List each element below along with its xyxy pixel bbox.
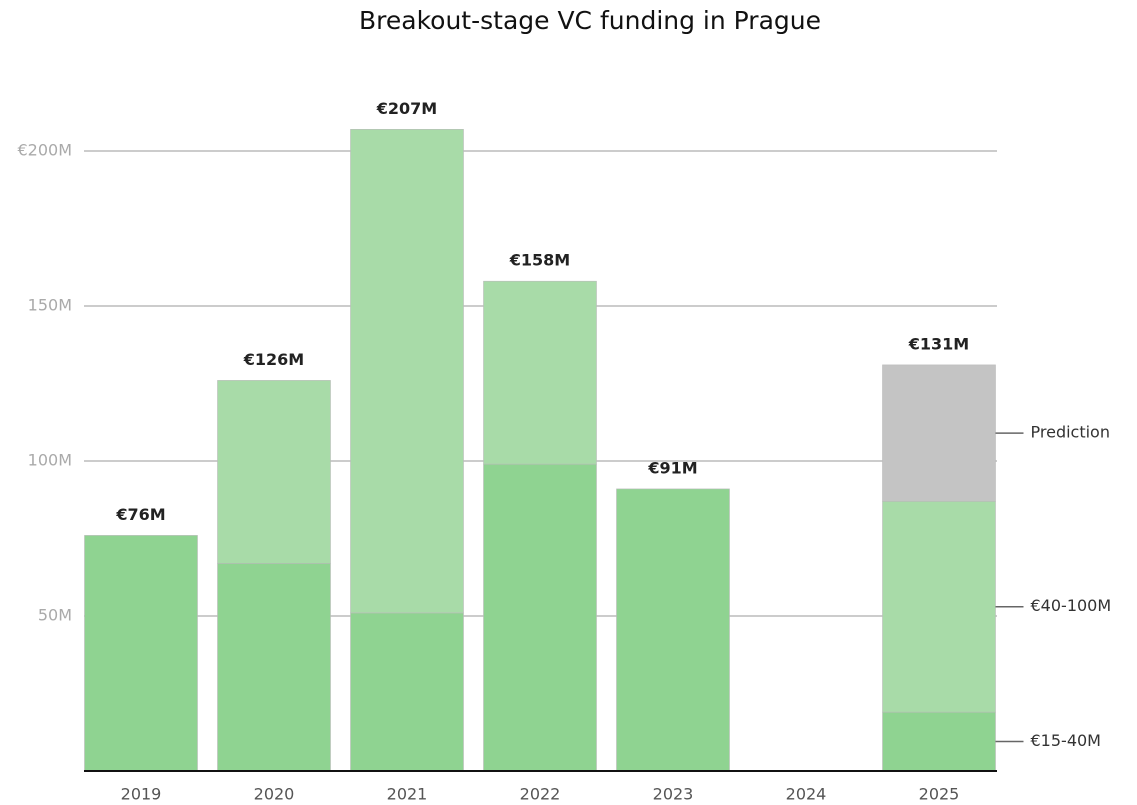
total-label: €158M: [509, 251, 570, 270]
chart-title: Breakout-stage VC funding in Prague: [359, 6, 821, 35]
y-tick-label: 50M: [38, 606, 72, 625]
bar-segment: [882, 500, 996, 713]
bar-segment: [483, 280, 597, 465]
bar-segment: [882, 364, 996, 502]
bar-segment: [616, 488, 730, 772]
bar-segment: [483, 463, 597, 772]
x-tick-label: 2023: [653, 785, 694, 804]
bar-segment: [217, 380, 331, 564]
x-tick-label: 2021: [387, 785, 428, 804]
total-label: €131M: [908, 334, 969, 353]
total-label: €76M: [115, 505, 165, 524]
total-label: €207M: [376, 99, 437, 118]
legend-label: Prediction: [1031, 423, 1110, 442]
x-tick-label: 2020: [254, 785, 295, 804]
bar-segment: [350, 612, 464, 772]
x-tick-label: 2024: [786, 785, 827, 804]
x-tick-label: 2025: [919, 785, 960, 804]
legend-label: €15-40M: [1031, 731, 1101, 750]
bar-segment: [882, 711, 996, 772]
x-tick-label: 2022: [520, 785, 561, 804]
total-label: €126M: [243, 350, 304, 369]
y-tick-label: 100M: [28, 451, 72, 470]
bar-segment: [350, 129, 464, 614]
x-tick-label: 2019: [121, 785, 162, 804]
bar-segment: [84, 535, 198, 772]
legend-label: €40-100M: [1031, 596, 1112, 615]
bar-segment: [217, 562, 331, 772]
y-tick-label: 150M: [28, 296, 72, 315]
y-tick-label: €200M: [17, 141, 72, 160]
total-label: €91M: [647, 458, 697, 477]
